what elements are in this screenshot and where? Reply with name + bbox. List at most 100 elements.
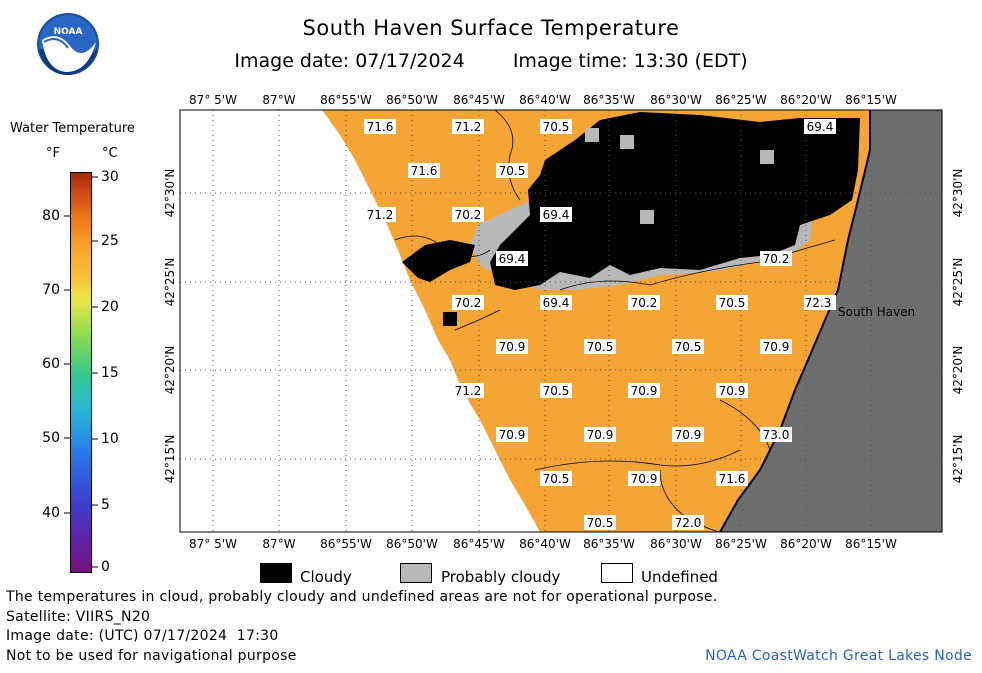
temp-label: 71.2 (452, 119, 484, 134)
c-tick: 5 (101, 497, 110, 513)
svg-text:42°20'N: 42°20'N (163, 346, 177, 395)
svg-text:70.9: 70.9 (631, 384, 658, 398)
svg-text:86°30'W: 86°30'W (650, 537, 702, 551)
temp-label: 69.4 (804, 119, 836, 134)
temp-label: 70.9 (628, 471, 660, 486)
temp-label: 71.6 (408, 163, 440, 178)
svg-text:86°40'W: 86°40'W (519, 537, 571, 551)
svg-text:70.9: 70.9 (631, 472, 658, 486)
svg-text:86°35'W: 86°35'W (583, 93, 635, 107)
temp-label: 70.9 (672, 427, 704, 442)
c-tick: 15 (101, 365, 119, 381)
svg-text:72.3: 72.3 (805, 296, 832, 310)
map-border (179, 109, 943, 533)
temperature-map: South Haven 71.6 71.2 70.5 69.4 71.6 70.… (163, 93, 965, 551)
svg-text:69.4: 69.4 (807, 120, 834, 134)
svg-text:42°25'N: 42°25'N (951, 258, 965, 307)
temp-label: 70.9 (496, 339, 528, 354)
image-time: Image time: 13:30 (EDT) (512, 50, 748, 72)
svg-text:70.9: 70.9 (499, 340, 526, 354)
svg-text:87° 5'W: 87° 5'W (189, 93, 237, 107)
cloudy-swatch (260, 563, 292, 583)
disclaimer-note: The temperatures in cloud, probably clou… (6, 589, 718, 605)
svg-text:71.2: 71.2 (455, 120, 482, 134)
svg-text:70.2: 70.2 (763, 252, 790, 266)
svg-text:71.6: 71.6 (367, 120, 394, 134)
logo-text: NOAA (54, 27, 83, 37)
svg-text:86°15'W: 86°15'W (845, 93, 897, 107)
temp-label: 70.9 (496, 427, 528, 442)
svg-text:73.0: 73.0 (763, 428, 790, 442)
svg-text:70.5: 70.5 (499, 164, 526, 178)
temp-label: 71.6 (364, 119, 396, 134)
svg-text:42°20'N: 42°20'N (951, 346, 965, 395)
svg-text:86°40'W: 86°40'W (519, 93, 571, 107)
svg-text:69.4: 69.4 (543, 296, 570, 310)
temp-label: 70.5 (716, 295, 748, 310)
svg-text:70.9: 70.9 (763, 340, 790, 354)
svg-text:42°30'N: 42°30'N (163, 169, 177, 218)
cloud-patch (402, 240, 475, 282)
credit-line: NOAA CoastWatch Great Lakes Node (705, 648, 972, 664)
svg-text:86°55'W: 86°55'W (320, 537, 372, 551)
svg-text:86°15'W: 86°15'W (845, 537, 897, 551)
temp-label: 73.0 (760, 427, 792, 442)
temp-label: 70.5 (584, 339, 616, 354)
c-tick: 30 (101, 169, 119, 185)
temp-label: 70.9 (716, 383, 748, 398)
svg-text:42°30'N: 42°30'N (951, 169, 965, 218)
svg-text:86°55'W: 86°55'W (320, 93, 372, 107)
shoreline (719, 110, 871, 532)
svg-text:70.5: 70.5 (543, 120, 570, 134)
temp-label: 70.2 (452, 207, 484, 222)
page-title: South Haven Surface Temperature (302, 16, 680, 40)
temp-label: 70.5 (584, 515, 616, 530)
svg-text:86°20'W: 86°20'W (780, 93, 832, 107)
temperature-labels: 71.6 71.2 70.5 69.4 71.6 70.5 71.2 70.2 … (364, 119, 836, 530)
f-tick: 80 (42, 208, 60, 224)
svg-text:70.2: 70.2 (455, 296, 482, 310)
svg-text:69.4: 69.4 (543, 208, 570, 222)
isotherm-contours (394, 110, 836, 532)
probably-cloudy-label: Probably cloudy (441, 568, 561, 586)
svg-text:87°W: 87°W (262, 93, 295, 107)
latitude-labels: 42°30'N 42°25'N 42°20'N 42°15'N 42°30'N … (163, 169, 965, 484)
c-tick: 25 (101, 233, 119, 249)
svg-text:70.9: 70.9 (587, 428, 614, 442)
temp-label: 70.2 (760, 251, 792, 266)
temp-label: 70.9 (584, 427, 616, 442)
svg-text:42°15'N: 42°15'N (163, 435, 177, 484)
svg-text:86°50'W: 86°50'W (386, 93, 438, 107)
image-date: Image date: 07/17/2024 (234, 50, 465, 72)
color-scale-bar (70, 172, 92, 573)
image-datetime: Image date: 07/17/2024 Image time: 13:30… (0, 50, 982, 72)
temp-label: 69.4 (540, 295, 572, 310)
svg-text:71.6: 71.6 (411, 164, 438, 178)
c-tick: 10 (101, 431, 119, 447)
svg-text:86°20'W: 86°20'W (780, 537, 832, 551)
c-tick: 0 (101, 559, 110, 575)
temp-label: 71.2 (452, 383, 484, 398)
svg-text:87° 5'W: 87° 5'W (189, 537, 237, 551)
city-label: South Haven (838, 305, 915, 319)
svg-text:70.5: 70.5 (719, 296, 746, 310)
cloud-patch (443, 312, 457, 326)
svg-text:70.9: 70.9 (719, 384, 746, 398)
temp-label: 72.0 (672, 515, 704, 530)
svg-text:87°W: 87°W (262, 537, 295, 551)
temp-label: 70.5 (672, 339, 704, 354)
svg-text:70.5: 70.5 (587, 516, 614, 530)
svg-text:42°15'N: 42°15'N (951, 435, 965, 484)
scale-tick-marks (64, 176, 98, 568)
temp-label: 72.3 (804, 295, 836, 310)
svg-text:70.5: 70.5 (587, 340, 614, 354)
undefined-swatch (601, 563, 633, 583)
svg-text:72.0: 72.0 (675, 516, 702, 530)
navigation-warning: Not to be used for navigational purpose (6, 648, 297, 664)
svg-text:71.6: 71.6 (719, 472, 746, 486)
temp-label: 70.2 (628, 295, 660, 310)
temp-label: 70.5 (540, 119, 572, 134)
temp-label: 70.5 (496, 163, 528, 178)
probably-cloudy-swatch (400, 563, 432, 583)
legend-unit-f: °F (46, 146, 60, 161)
